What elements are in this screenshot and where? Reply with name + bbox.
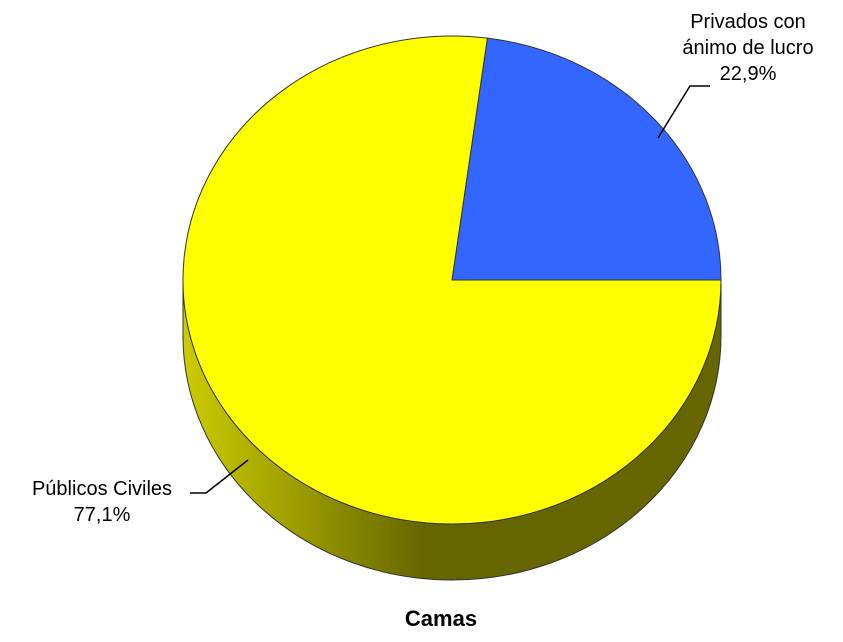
pie-slice-privados xyxy=(451,37,722,281)
slice-value-publicos: 77,1% xyxy=(74,504,131,526)
pie-slice-publicos xyxy=(182,35,722,525)
slice-value-privados: 22,9% xyxy=(720,63,777,85)
chart-title: Camas xyxy=(405,606,477,631)
slice-label-publicos: Públicos Civiles xyxy=(32,478,172,500)
leader-line-privados xyxy=(657,85,710,139)
slice-label-privados-line1: Privados con xyxy=(690,11,806,33)
leader-line-publicos xyxy=(190,459,249,494)
slice-label-privados-line2: ánimo de lucro xyxy=(682,37,813,59)
